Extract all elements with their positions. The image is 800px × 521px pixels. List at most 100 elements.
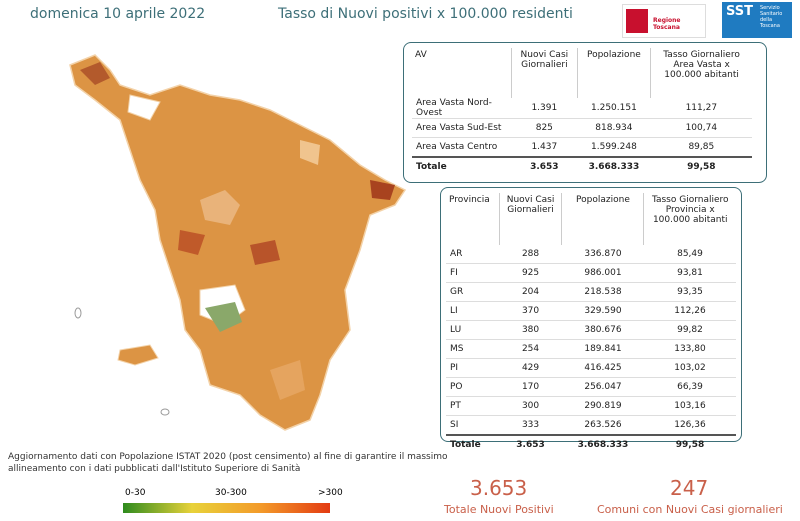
kpi-value: 3.653 [470,476,528,500]
cell: 256.047 [561,377,644,397]
kpi-label: Totale Nuovi Positivi [444,503,554,516]
cell: 3.668.333 [577,156,651,176]
cell: 3.653 [499,434,562,454]
area [250,240,280,265]
total-row: Totale 3.653 3.668.333 99,58 [446,434,736,454]
logo-sst-sub: Servizio Sanitario della Toscana [760,5,783,29]
table-row: AR 288 336.870 85,49 [446,245,736,264]
column-header: AV [415,50,427,60]
area [270,360,305,400]
table-row: PO 170 256.047 66,39 [446,377,736,397]
cell: 416.425 [561,358,644,378]
cell: Totale [446,434,500,454]
cell: 333 [499,415,562,436]
cell: LU [446,320,500,340]
cell: 133,80 [643,339,736,359]
cell: 1.391 [511,98,578,119]
area [370,180,395,200]
table-row: PI 429 416.425 103,02 [446,358,736,378]
legend-bar [123,503,330,513]
cell: 103,02 [643,358,736,378]
cell: 89,85 [650,137,752,158]
legend-label: 0-30 [125,488,146,498]
cell: 429 [499,358,562,378]
area [127,94,161,121]
cell: 1.437 [511,137,578,158]
area [80,62,110,85]
cell: 99,82 [643,320,736,340]
cell: 126,36 [643,415,736,436]
cell: Totale [412,156,512,176]
kpi-value: 247 [670,476,709,500]
cell: 170 [499,377,562,397]
cell: PT [446,396,500,416]
map [69,54,407,431]
logo-rt-text: Regione Toscana [653,17,681,31]
legend-label: >300 [318,488,343,498]
cell: SI [446,415,500,436]
cell: 380 [499,320,562,340]
cell: 100,74 [650,118,752,138]
cell: 925 [499,263,562,283]
logo-rt: Regione Toscana [622,4,706,38]
area [300,140,320,165]
column-header: Provincia [449,195,490,205]
table-row: LI 370 329.590 112,26 [446,301,736,321]
cell: 99,58 [650,156,752,176]
cell: 103,16 [643,396,736,416]
cell: 254 [499,339,562,359]
cell: 380.676 [561,320,644,340]
total-row: Totale 3.653 3.668.333 99,58 [412,156,752,176]
column-header: Popolazione [576,48,651,98]
cell: 288 [499,245,562,264]
table-row: GR 204 218.538 93,35 [446,282,736,302]
column-header: Nuovi Casi Giornalieri [511,48,578,98]
column-header: Tasso Giornaliero Provincia x 100.000 ab… [643,193,736,245]
cell: 290.819 [561,396,644,416]
region-shape [69,54,407,431]
cell: LI [446,301,500,321]
cell: 218.538 [561,282,644,302]
cell: Area Vasta Sud-Est [412,118,512,138]
cell: 189.841 [561,339,644,359]
cell: 1.599.248 [577,137,651,158]
cell: 111,27 [650,98,752,119]
legend-label: 30-300 [215,488,247,498]
cell: Area Vasta Nord-Ovest [412,98,512,119]
table-row: Area Vasta Centro 1.437 1.599.248 89,85 [412,137,752,158]
cell: AR [446,245,500,264]
cell: 263.526 [561,415,644,436]
cell: 66,39 [643,377,736,397]
column-header: Popolazione [561,193,644,245]
table-row: LU 380 380.676 99,82 [446,320,736,340]
island [160,408,170,416]
column-header: Nuovi Casi Giornalieri [498,193,562,245]
cell: 112,26 [643,301,736,321]
table-row: Area Vasta Nord-Ovest 1.391 1.250.151 111,2… [412,98,752,119]
cell: 3.668.333 [561,434,644,454]
cell: 93,35 [643,282,736,302]
logo-sst-text: SST [726,4,754,19]
header-row: Provincia Nuovi Casi Giornalieri Popolazio… [446,193,736,245]
logo-sst: SST Servizio Sanitario della Toscana [722,2,792,38]
cell: Area Vasta Centro [412,137,512,158]
column-header: Tasso Giornaliero Area Vasta x 100.000 a… [650,48,752,98]
header-row: AV Nuovi Casi Giornalieri Popolazione Tasso… [412,48,752,98]
cell: 336.870 [561,245,644,264]
table-row: MS 254 189.841 133,80 [446,339,736,359]
island [117,344,159,366]
island [74,307,82,319]
cell: 3.653 [511,156,578,176]
cell: 370 [499,301,562,321]
cell: MS [446,339,500,359]
cell: 818.934 [577,118,651,138]
cell: GR [446,282,500,302]
note: Aggiornamento dati con Popolazione ISTAT… [8,452,448,474]
cell: FI [446,263,500,283]
table-av: AV Nuovi Casi Giornalieri Popolazione Tasso… [412,48,752,176]
area [200,190,240,225]
table-row: SI 333 263.526 126,36 [446,415,736,436]
table-row: Area Vasta Sud-Est 825 818.934 100,74 [412,118,752,138]
date: domenica 10 aprile 2022 [30,6,206,22]
